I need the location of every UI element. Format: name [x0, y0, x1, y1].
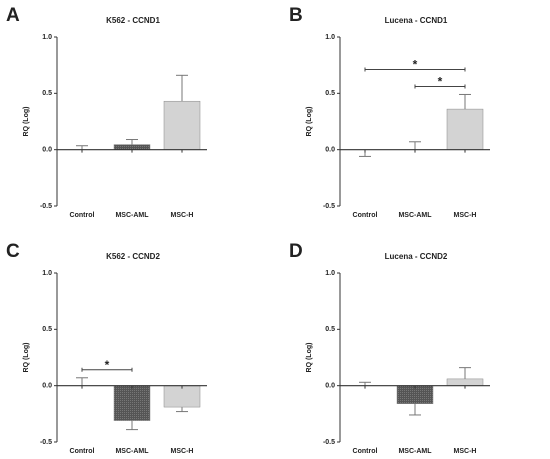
- bar: [113, 144, 151, 150]
- y-tick-label: 0.0: [42, 147, 52, 154]
- y-tick-label: -0.5: [323, 439, 335, 446]
- y-axis-label: RQ (Log): [23, 107, 30, 137]
- significance-star: *: [438, 75, 443, 89]
- y-tick-label: 0.5: [325, 326, 335, 333]
- chart-title: Lucena - CCND1: [385, 16, 448, 25]
- chart-title: Lucena - CCND2: [385, 252, 448, 261]
- x-tick-label: MSC-AML: [398, 448, 432, 455]
- x-tick-label: MSC-H: [454, 212, 477, 219]
- x-tick-label: MSC-H: [454, 448, 477, 455]
- x-tick-label: MSC-H: [171, 212, 194, 219]
- x-tick-label: Control: [70, 448, 95, 455]
- y-tick-label: 0.5: [325, 90, 335, 97]
- y-tick-label: 1.0: [42, 34, 52, 41]
- panel-letter: A: [6, 5, 20, 26]
- y-tick-label: -0.5: [40, 203, 52, 210]
- x-tick-label: Control: [353, 212, 378, 219]
- panel-letter: B: [289, 5, 303, 26]
- y-tick-label: 0.0: [325, 383, 335, 390]
- y-tick-label: 0.0: [325, 147, 335, 154]
- x-tick-label: MSC-AML: [398, 212, 432, 219]
- bar: [163, 385, 201, 408]
- y-axis-label: RQ (Log): [23, 343, 30, 373]
- chart-title: K562 - CCND1: [106, 16, 160, 25]
- y-tick-label: -0.5: [40, 439, 52, 446]
- bar: [446, 108, 484, 150]
- panel-letter: C: [6, 241, 20, 262]
- x-tick-label: MSC-H: [171, 448, 194, 455]
- y-axis-label: RQ (Log): [306, 343, 313, 373]
- x-tick-label: Control: [353, 448, 378, 455]
- significance-star: *: [413, 58, 418, 72]
- y-tick-label: 1.0: [325, 270, 335, 277]
- panel-letter: D: [289, 241, 303, 262]
- y-tick-label: 0.5: [42, 326, 52, 333]
- y-tick-label: -0.5: [323, 203, 335, 210]
- x-tick-label: MSC-AML: [115, 448, 149, 455]
- bar: [163, 100, 201, 150]
- bar: [446, 378, 484, 386]
- y-axis-label: RQ (Log): [306, 107, 313, 137]
- y-tick-label: 1.0: [42, 270, 52, 277]
- x-tick-label: Control: [70, 212, 95, 219]
- x-tick-label: MSC-AML: [115, 212, 149, 219]
- significance-star: *: [105, 358, 110, 372]
- chart-title: K562 - CCND2: [106, 252, 160, 261]
- y-tick-label: 0.5: [42, 90, 52, 97]
- bar: [113, 385, 151, 421]
- y-tick-label: 1.0: [325, 34, 335, 41]
- y-tick-label: 0.0: [42, 383, 52, 390]
